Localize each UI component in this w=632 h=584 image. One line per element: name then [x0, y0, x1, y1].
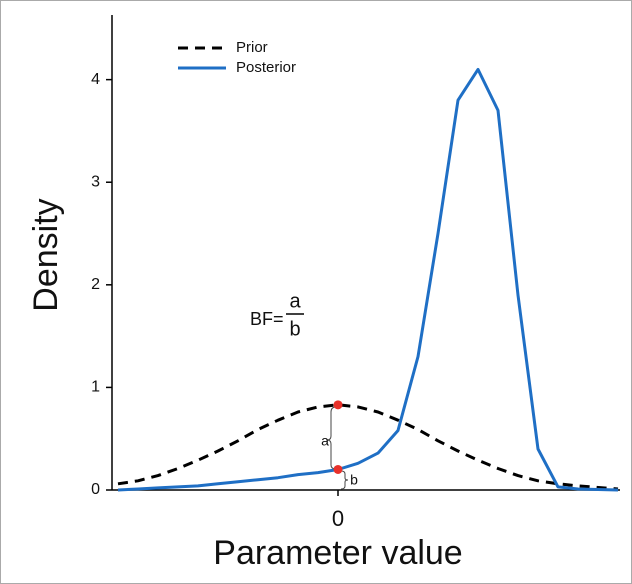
density-point: [333, 400, 343, 410]
y-tick-label: 1: [91, 379, 100, 396]
x-axis-label: Parameter value: [213, 534, 462, 572]
bracket-b: [340, 470, 349, 490]
series-line: [117, 67, 619, 492]
series-line: [117, 403, 619, 491]
y-tick-label: 3: [91, 173, 100, 190]
y-tick-label: 4: [91, 71, 100, 88]
legend-label: Posterior: [236, 59, 296, 76]
bf-label: BF=: [250, 309, 284, 329]
gap-label: b: [350, 472, 358, 488]
bf-numerator: a: [289, 290, 301, 312]
y-tick-label: 0: [91, 481, 100, 498]
y-tick-label: 2: [91, 276, 100, 293]
legend-label: Prior: [236, 39, 268, 56]
bf-denominator: b: [289, 318, 300, 340]
gap-label: a: [321, 433, 329, 449]
bracket-a: [326, 406, 337, 470]
y-axis-label: Density: [27, 198, 65, 311]
density-point: [333, 464, 343, 474]
x-tick-label: 0: [332, 506, 344, 531]
